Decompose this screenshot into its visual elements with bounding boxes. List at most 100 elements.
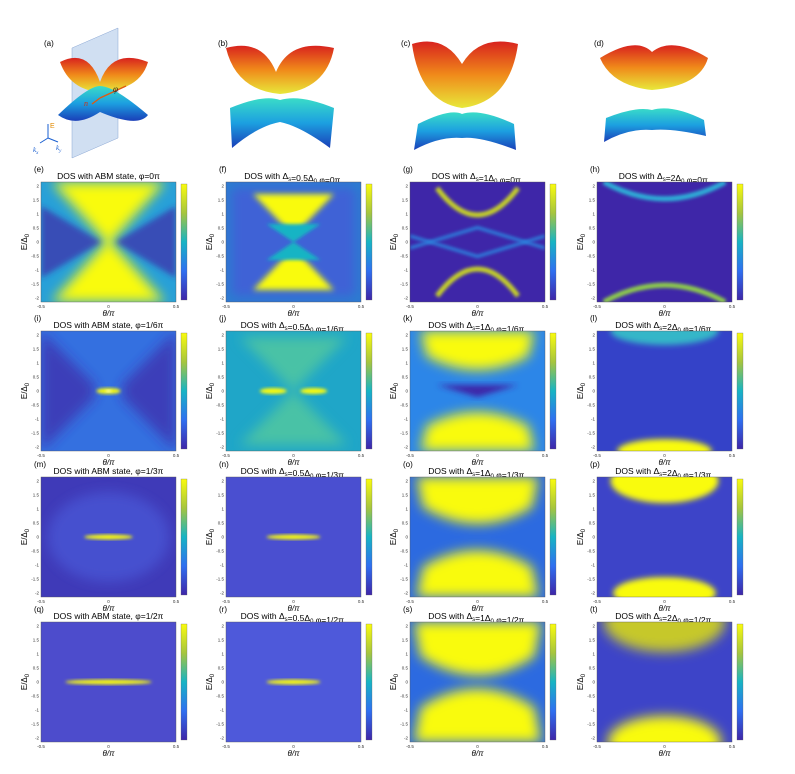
panel-title: DOS with ABM state, φ=1/2π	[54, 611, 164, 621]
panel-title: DOS with ABM state, φ=1/6π	[54, 320, 164, 330]
x-tick-label: 0.5	[358, 304, 365, 309]
y-tick-label: 1	[592, 507, 595, 512]
y-tick-label: 1	[592, 212, 595, 217]
y-tick-label: -2	[404, 736, 408, 741]
y-tick-label: -1	[591, 417, 595, 422]
y-tick-label: -1	[35, 268, 39, 273]
y-axis-label: E/Δ0	[389, 673, 400, 690]
x-tick-label: 0.5	[173, 599, 180, 604]
x-tick-label: -0.5	[593, 599, 601, 604]
x-axis-label: θ/π	[659, 604, 672, 613]
x-tick-label: -0.5	[593, 744, 601, 749]
x-axis-label: θ/π	[472, 458, 485, 467]
y-tick-label: -0.5	[400, 254, 408, 259]
colorbar	[365, 478, 373, 596]
y-tick-label: 0.5	[589, 375, 596, 380]
x-tick-label: 0	[476, 304, 479, 309]
plot-frame	[596, 476, 733, 598]
y-tick-label: 2	[36, 333, 39, 338]
y-tick-label: 0	[592, 240, 595, 245]
x-tick-label: 0.5	[358, 599, 365, 604]
x-tick-label: 0	[292, 744, 295, 749]
panel-label: (r)	[219, 605, 227, 614]
y-tick-label: 1.5	[589, 198, 596, 203]
y-tick-label: 0.5	[218, 375, 225, 380]
plot-frame	[409, 330, 546, 452]
y-tick-label: 1	[405, 212, 408, 217]
y-tick-label: 0	[36, 535, 39, 540]
y-tick-label: 1	[221, 507, 224, 512]
upper-band-surface	[600, 45, 708, 90]
y-tick-label: 0	[405, 240, 408, 245]
y-tick-label: 2	[405, 184, 408, 189]
x-tick-label: -0.5	[406, 304, 414, 309]
y-tick-label: -0.5	[216, 254, 224, 259]
y-tick-label: -0.5	[400, 694, 408, 699]
y-tick-label: 0	[221, 680, 224, 685]
y-tick-label: 1	[405, 507, 408, 512]
y-tick-label: 0	[221, 535, 224, 540]
y-tick-label: 0.5	[402, 666, 409, 671]
y-tick-label: 1.5	[589, 638, 596, 643]
y-tick-label: 0	[405, 680, 408, 685]
y-tick-label: -2	[591, 591, 595, 596]
dos-panel: (o)DOS with Δs=1Δ0 φ=1/3π,21.510.50-0.5-…	[389, 460, 557, 613]
panel-label: (t)	[590, 605, 598, 614]
y-tick-label: 2	[36, 184, 39, 189]
y-tick-label: -2	[35, 445, 39, 450]
y-tick-label: 1.5	[402, 638, 409, 643]
lower-band-surface	[58, 86, 148, 121]
y-tick-label: 2	[36, 624, 39, 629]
y-tick-label: 1	[592, 652, 595, 657]
panel-label: (m)	[34, 460, 46, 469]
panel-label: (q)	[34, 605, 44, 614]
y-tick-label: -2	[591, 296, 595, 301]
dos-panel: (t)DOS with Δs=2Δ0 φ=1/2π,21.510.50-0.5-…	[576, 605, 744, 758]
plot-frame	[409, 181, 546, 303]
y-axis-label: E/Δ0	[20, 528, 31, 545]
panel-label: (e)	[34, 165, 44, 174]
y-tick-label: -0.5	[400, 549, 408, 554]
dos-panel: (q) DOS with ABM state, φ=1/2π 2 1.5 1 0.5 0 -0…	[20, 605, 188, 758]
y-tick-label: -2	[35, 736, 39, 741]
y-tick-label: 1	[405, 652, 408, 657]
panel-label-c: (c)	[401, 39, 411, 48]
x-tick-label: 0.5	[729, 744, 736, 749]
y-tick-label: 2	[36, 479, 39, 484]
y-tick-label: 2	[405, 624, 408, 629]
x-axis-label: θ/π	[288, 458, 301, 467]
y-tick-label: 0.5	[218, 226, 225, 231]
x-tick-label: 0	[476, 744, 479, 749]
y-tick-label: 0.5	[402, 521, 409, 526]
y-tick-label: -0.5	[31, 549, 39, 554]
panel-label: (o)	[403, 460, 413, 469]
y-tick-label: 1	[221, 212, 224, 217]
x-tick-label: 0	[107, 304, 110, 309]
x-tick-label: 0	[476, 453, 479, 458]
dos-heatmap	[410, 182, 545, 302]
y-tick-label: -1.5	[216, 577, 224, 582]
x-tick-label: 0	[292, 304, 295, 309]
x-tick-label: 0	[663, 304, 666, 309]
y-tick-label: -0.5	[587, 254, 595, 259]
plot-frame	[40, 330, 177, 452]
x-tick-label: 0.5	[173, 744, 180, 749]
panel-label: (n)	[219, 460, 229, 469]
x-tick-label: -0.5	[406, 744, 414, 749]
y-tick-label: -1.5	[31, 577, 39, 582]
x-tick-label: 0	[292, 599, 295, 604]
y-tick-label: 0	[36, 680, 39, 685]
colorbar	[365, 332, 373, 450]
y-axis-label: E/Δ0	[20, 673, 31, 690]
axes-triad-icon: E kx ky	[33, 123, 62, 156]
dos-heatmap	[226, 477, 361, 597]
dos-heatmap	[226, 331, 361, 451]
y-tick-label: -1	[220, 268, 224, 273]
x-tick-label: 0.5	[173, 453, 180, 458]
panel-label: (g)	[403, 165, 413, 174]
y-tick-label: 0	[405, 389, 408, 394]
x-tick-label: 0.5	[542, 453, 549, 458]
lower-band-surface	[230, 98, 334, 148]
plot-frame	[40, 476, 177, 598]
y-tick-label: -1.5	[587, 722, 595, 727]
